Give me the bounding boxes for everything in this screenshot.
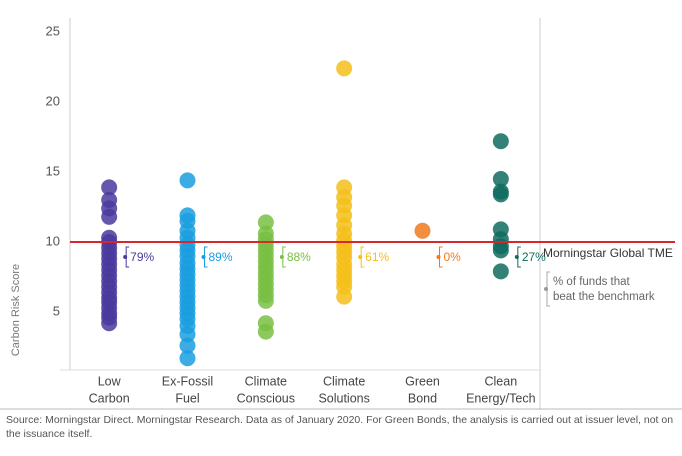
x-tick-label: Solutions	[318, 391, 369, 405]
dot	[179, 337, 196, 354]
x-tick-label: Fuel	[175, 391, 199, 405]
benchmark-label: Morningstar Global TME	[543, 246, 673, 260]
dot	[492, 263, 509, 280]
dot	[492, 171, 509, 187]
dot	[179, 350, 196, 367]
dot	[101, 208, 118, 225]
y-tick-label: 20	[46, 93, 60, 108]
source-note: Source: Morningstar Direct. Morningstar …	[6, 414, 674, 440]
share-label: 79%	[130, 250, 154, 264]
dot	[101, 315, 118, 332]
dot	[179, 326, 196, 343]
dot	[492, 242, 509, 259]
dot	[414, 222, 431, 239]
dot	[257, 214, 274, 231]
share-label: 89%	[209, 250, 233, 264]
x-tick-label: Bond	[408, 391, 437, 405]
share-pointer	[279, 255, 284, 259]
y-tick-label: 15	[46, 163, 60, 178]
dot	[336, 288, 353, 305]
x-tick-label: Clean	[484, 374, 517, 388]
dot	[257, 292, 274, 309]
dot	[257, 323, 274, 340]
x-tick-label: Carbon	[89, 391, 130, 405]
y-tick-label: 10	[46, 233, 60, 248]
y-axis-title: Carbon Risk Score	[10, 264, 22, 356]
y-tick-label: 25	[46, 23, 60, 38]
x-tick-label: Climate	[245, 374, 287, 388]
x-tick-label: Green	[405, 374, 440, 388]
share-pointer	[436, 255, 441, 259]
x-tick-label: Climate	[323, 374, 365, 388]
dot	[336, 60, 353, 77]
dot	[492, 133, 509, 150]
share-label: 0%	[444, 250, 462, 264]
x-tick-label: Low	[98, 374, 122, 388]
y-tick-label: 5	[53, 303, 60, 318]
annotation-pointer	[544, 287, 548, 291]
share-label: 61%	[365, 250, 389, 264]
share-pointer	[201, 255, 206, 259]
x-tick-label: Ex-Fossil	[162, 374, 213, 388]
annotation-text: beat the benchmark	[553, 291, 655, 303]
dot	[101, 179, 118, 196]
annotation-text: % of funds that	[553, 276, 631, 288]
x-tick-label: Energy/Tech	[466, 391, 536, 405]
dot	[492, 186, 509, 203]
share-pointer	[123, 255, 128, 259]
x-tick-label: Conscious	[237, 391, 295, 405]
chart: Carbon Risk Score 5 10 15 20 25 Low Carbon Ex-F…	[0, 18, 682, 410]
share-label: 27%	[522, 250, 546, 264]
share-pointer	[514, 255, 519, 259]
dot	[179, 172, 196, 189]
share-label: 88%	[287, 250, 311, 264]
share-pointer	[358, 255, 363, 259]
